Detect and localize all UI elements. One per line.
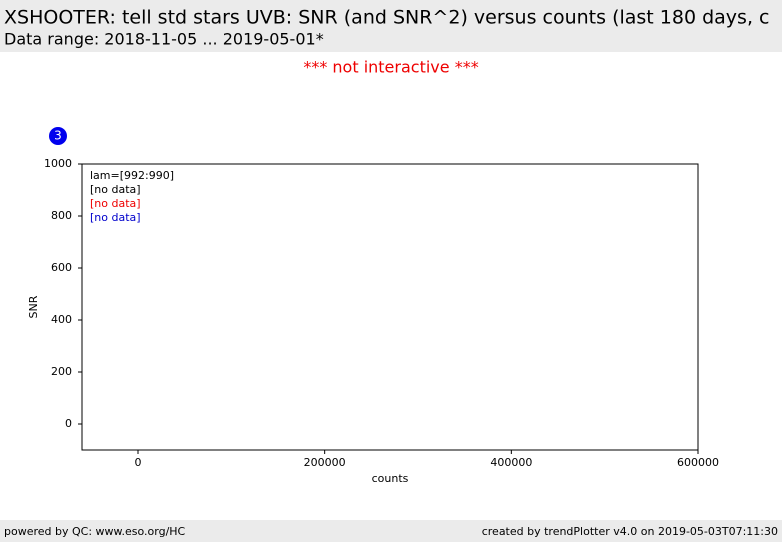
x-tick-label: 0	[135, 456, 142, 469]
x-tick-label: 600000	[677, 456, 719, 469]
annotation: lam=[992:990]	[90, 169, 174, 182]
annotation: [no data]	[90, 197, 141, 210]
x-tick-label: 400000	[490, 456, 532, 469]
x-axis-label: counts	[372, 472, 409, 485]
x-tick-label: 200000	[304, 456, 346, 469]
subtitle: Data range: 2018-11-05 ... 2019-05-01*	[4, 30, 324, 49]
y-tick-label: 600	[51, 261, 72, 274]
badge-label: 3	[54, 129, 62, 143]
y-tick-label: 200	[51, 365, 72, 378]
y-axis-label: SNR	[27, 295, 40, 318]
annotation: [no data]	[90, 183, 141, 196]
notice: *** not interactive ***	[303, 58, 478, 77]
y-tick-label: 0	[65, 417, 72, 430]
badge	[49, 127, 67, 145]
footer-left: powered by QC: www.eso.org/HC	[4, 525, 186, 538]
y-tick-label: 1000	[44, 157, 72, 170]
footer-right: created by trendPlotter v4.0 on 2019-05-…	[482, 525, 778, 538]
title: XSHOOTER: tell std stars UVB: SNR (and S…	[4, 7, 769, 29]
y-tick-label: 400	[51, 313, 72, 326]
annotation: [no data]	[90, 211, 141, 224]
header-band	[0, 0, 782, 52]
y-tick-label: 800	[51, 209, 72, 222]
footer-band	[0, 520, 782, 542]
plot-frame	[81, 163, 699, 451]
